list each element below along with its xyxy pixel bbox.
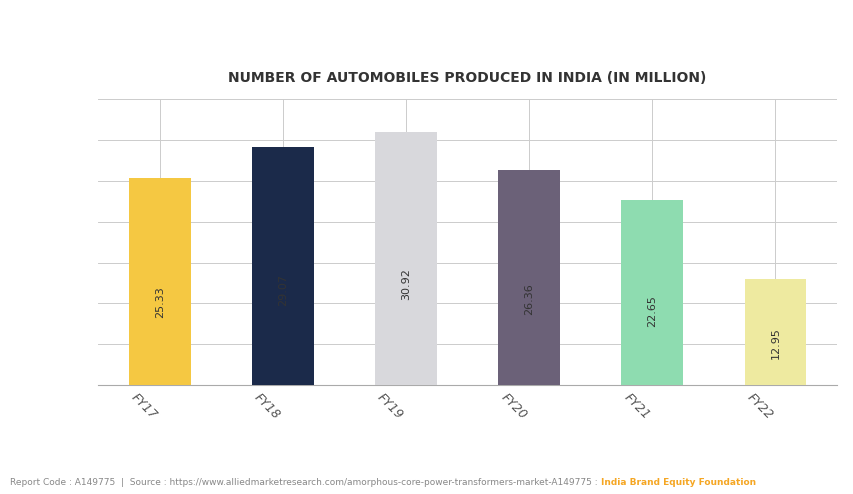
Bar — [252, 147, 313, 385]
Bar — [498, 169, 560, 385]
Text: Report Code : A149775  |  Source : https://www.alliedmarketresearch.com/amorphou: Report Code : A149775 | Source : https:/… — [10, 478, 600, 487]
Text: 25.33: 25.33 — [154, 287, 165, 318]
Text: 26.36: 26.36 — [524, 283, 533, 315]
Text: 30.92: 30.92 — [401, 268, 410, 300]
Bar — [129, 178, 190, 385]
Text: 12.95: 12.95 — [769, 327, 780, 359]
Bar — [621, 200, 682, 385]
Bar — [744, 279, 805, 385]
Title: NUMBER OF AUTOMOBILES PRODUCED IN INDIA (IN MILLION): NUMBER OF AUTOMOBILES PRODUCED IN INDIA … — [228, 71, 706, 85]
Text: India Brand Equity Foundation: India Brand Equity Foundation — [600, 478, 755, 487]
Bar — [374, 132, 436, 385]
Text: 22.65: 22.65 — [647, 295, 657, 327]
Text: 29.07: 29.07 — [277, 274, 287, 306]
